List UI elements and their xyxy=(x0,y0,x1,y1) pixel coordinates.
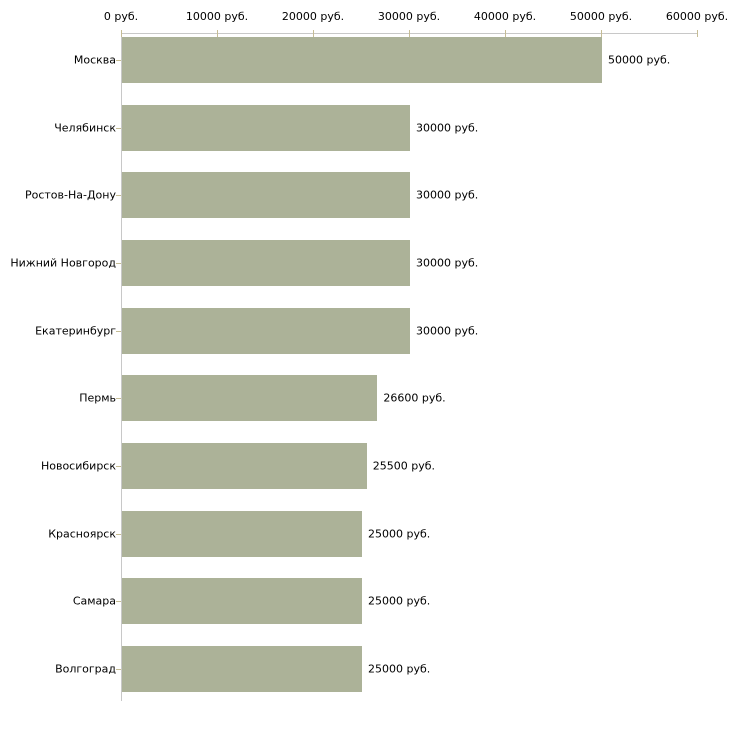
bar xyxy=(122,307,410,354)
x-axis-tick-mark xyxy=(313,30,314,37)
value-label: 25000 руб. xyxy=(368,594,431,608)
category-label: Челябинск xyxy=(54,121,116,135)
value-label: 30000 руб. xyxy=(416,121,479,135)
category-tick-mark xyxy=(116,60,121,61)
value-label: 30000 руб. xyxy=(416,188,479,202)
x-axis-tick-label: 60000 руб. xyxy=(665,10,729,23)
y-axis-line xyxy=(121,33,122,701)
x-axis-tick-mark xyxy=(409,30,410,37)
category-tick-mark xyxy=(116,195,121,197)
category-label: Ростов-На-Дону xyxy=(24,188,116,202)
category-tick-mark xyxy=(116,127,121,129)
category-label: Пермь xyxy=(79,391,116,405)
category-label: Красноярск xyxy=(48,527,116,541)
value-label: 25000 руб. xyxy=(368,662,431,676)
bar xyxy=(122,104,410,151)
x-axis-tick-label: 30000 руб. xyxy=(377,10,441,23)
x-axis-tick-mark xyxy=(697,30,698,37)
value-label: 25000 руб. xyxy=(368,527,431,541)
bar xyxy=(122,37,602,83)
bar xyxy=(122,510,362,557)
x-axis-tick-label: 50000 руб. xyxy=(569,10,633,23)
value-label: 50000 руб. xyxy=(608,53,671,67)
category-tick-mark xyxy=(116,601,121,603)
category-label: Екатеринбург xyxy=(35,324,116,338)
value-label: 30000 руб. xyxy=(416,256,479,270)
category-label: Волгоград xyxy=(55,662,116,676)
category-label: Новосибирск xyxy=(40,459,116,473)
x-axis-tick-mark xyxy=(121,30,122,37)
category-tick-mark xyxy=(116,465,121,467)
value-label: 30000 руб. xyxy=(416,324,479,338)
category-tick-mark xyxy=(116,533,121,535)
category-label: Самара xyxy=(72,594,116,608)
bar xyxy=(122,442,367,489)
bar xyxy=(122,375,378,422)
value-label: 25500 руб. xyxy=(372,459,436,473)
bar xyxy=(122,172,410,219)
category-label: Нижний Новгород xyxy=(10,256,116,270)
category-tick-mark xyxy=(116,330,121,332)
bar xyxy=(122,578,362,625)
x-axis-tick-mark xyxy=(601,30,602,37)
category-label: Москва xyxy=(73,53,116,67)
x-axis-tick-label: 0 руб. xyxy=(103,10,139,23)
bar xyxy=(122,645,362,692)
x-axis-tick-mark xyxy=(217,30,218,37)
category-tick-mark xyxy=(116,262,121,264)
category-tick-mark xyxy=(116,398,121,400)
x-axis-tick-label: 10000 руб. xyxy=(185,10,249,23)
bar xyxy=(122,239,410,286)
value-label: 26600 руб. xyxy=(383,391,446,405)
x-axis-tick-label: 40000 руб. xyxy=(473,10,537,23)
category-tick-mark xyxy=(116,668,121,670)
x-axis-tick-mark xyxy=(505,30,506,37)
x-axis-tick-label: 20000 руб. xyxy=(281,10,345,23)
